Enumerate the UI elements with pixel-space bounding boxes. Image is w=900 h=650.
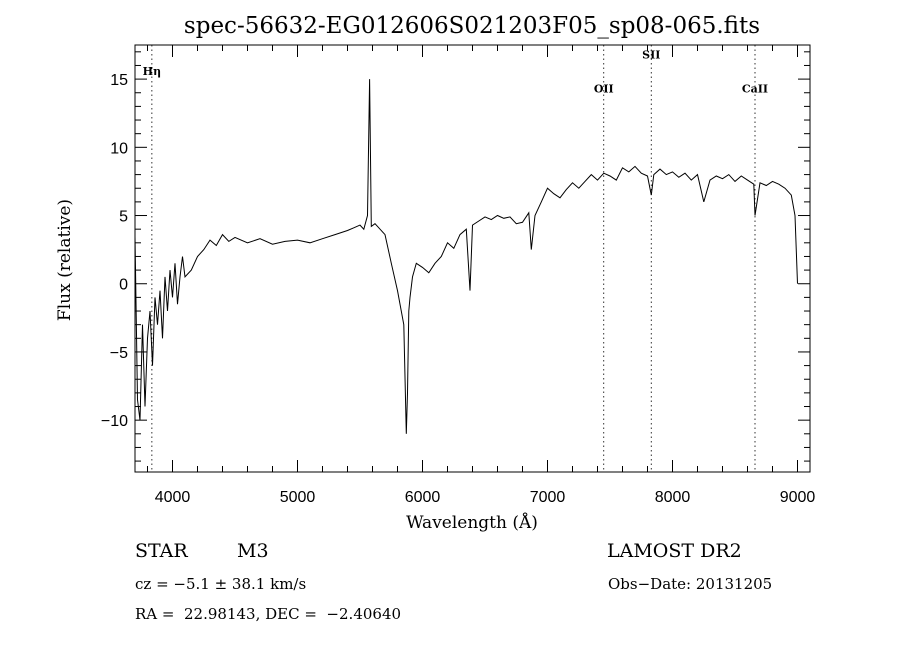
object-subclass: M3: [237, 540, 269, 562]
marker-label-1: OII: [594, 83, 614, 96]
y-tick-label-3: 5: [119, 209, 128, 226]
x-tick-label-3: 7000: [530, 489, 566, 506]
y-tick-label-1: −5: [110, 345, 128, 362]
emission-line-markers: Hη OII SII CaII: [143, 45, 768, 472]
spectrum-series: [134, 79, 798, 434]
y-tick-label-2: 0: [119, 277, 128, 294]
chart-title: spec-56632-EG012606S021203F05_sp08-065.f…: [184, 13, 760, 39]
x-tick-label-2: 6000: [405, 489, 441, 506]
y-axis-label: Flux (relative): [55, 199, 75, 321]
x-tick-label-1: 5000: [280, 489, 316, 506]
object-class: STAR: [135, 540, 188, 562]
redshift-velocity: cz = −5.1 ± 38.1 km/s: [135, 575, 307, 593]
marker-label-0: Hη: [143, 65, 161, 78]
x-tick-label-0: 4000: [155, 489, 191, 506]
x-tick-label-4: 8000: [655, 489, 691, 506]
marker-label-2: SII: [642, 49, 660, 62]
x-tick-label-5: 9000: [780, 489, 816, 506]
plot-frame: [134, 44, 811, 473]
axes: 4000 5000 6000 7000 8000 9000 −10 −5 0 5 10 15: [101, 44, 816, 506]
survey-release: LAMOST DR2: [607, 540, 742, 562]
x-axis-label: Wavelength (Å): [406, 512, 538, 533]
marker-label-3: CaII: [742, 83, 768, 96]
y-tick-label-5: 15: [110, 72, 128, 89]
spectrum-plot: spec-56632-EG012606S021203F05_sp08-065.f…: [55, 13, 816, 533]
y-tick-label-4: 10: [110, 140, 128, 157]
observation-date: Obs−Date: 20131205: [608, 575, 773, 593]
y-tick-label-0: −10: [101, 413, 128, 430]
spectrum-line-0: [134, 79, 798, 434]
coordinates: RA = 22.98143, DEC = −2.40640: [135, 605, 402, 623]
